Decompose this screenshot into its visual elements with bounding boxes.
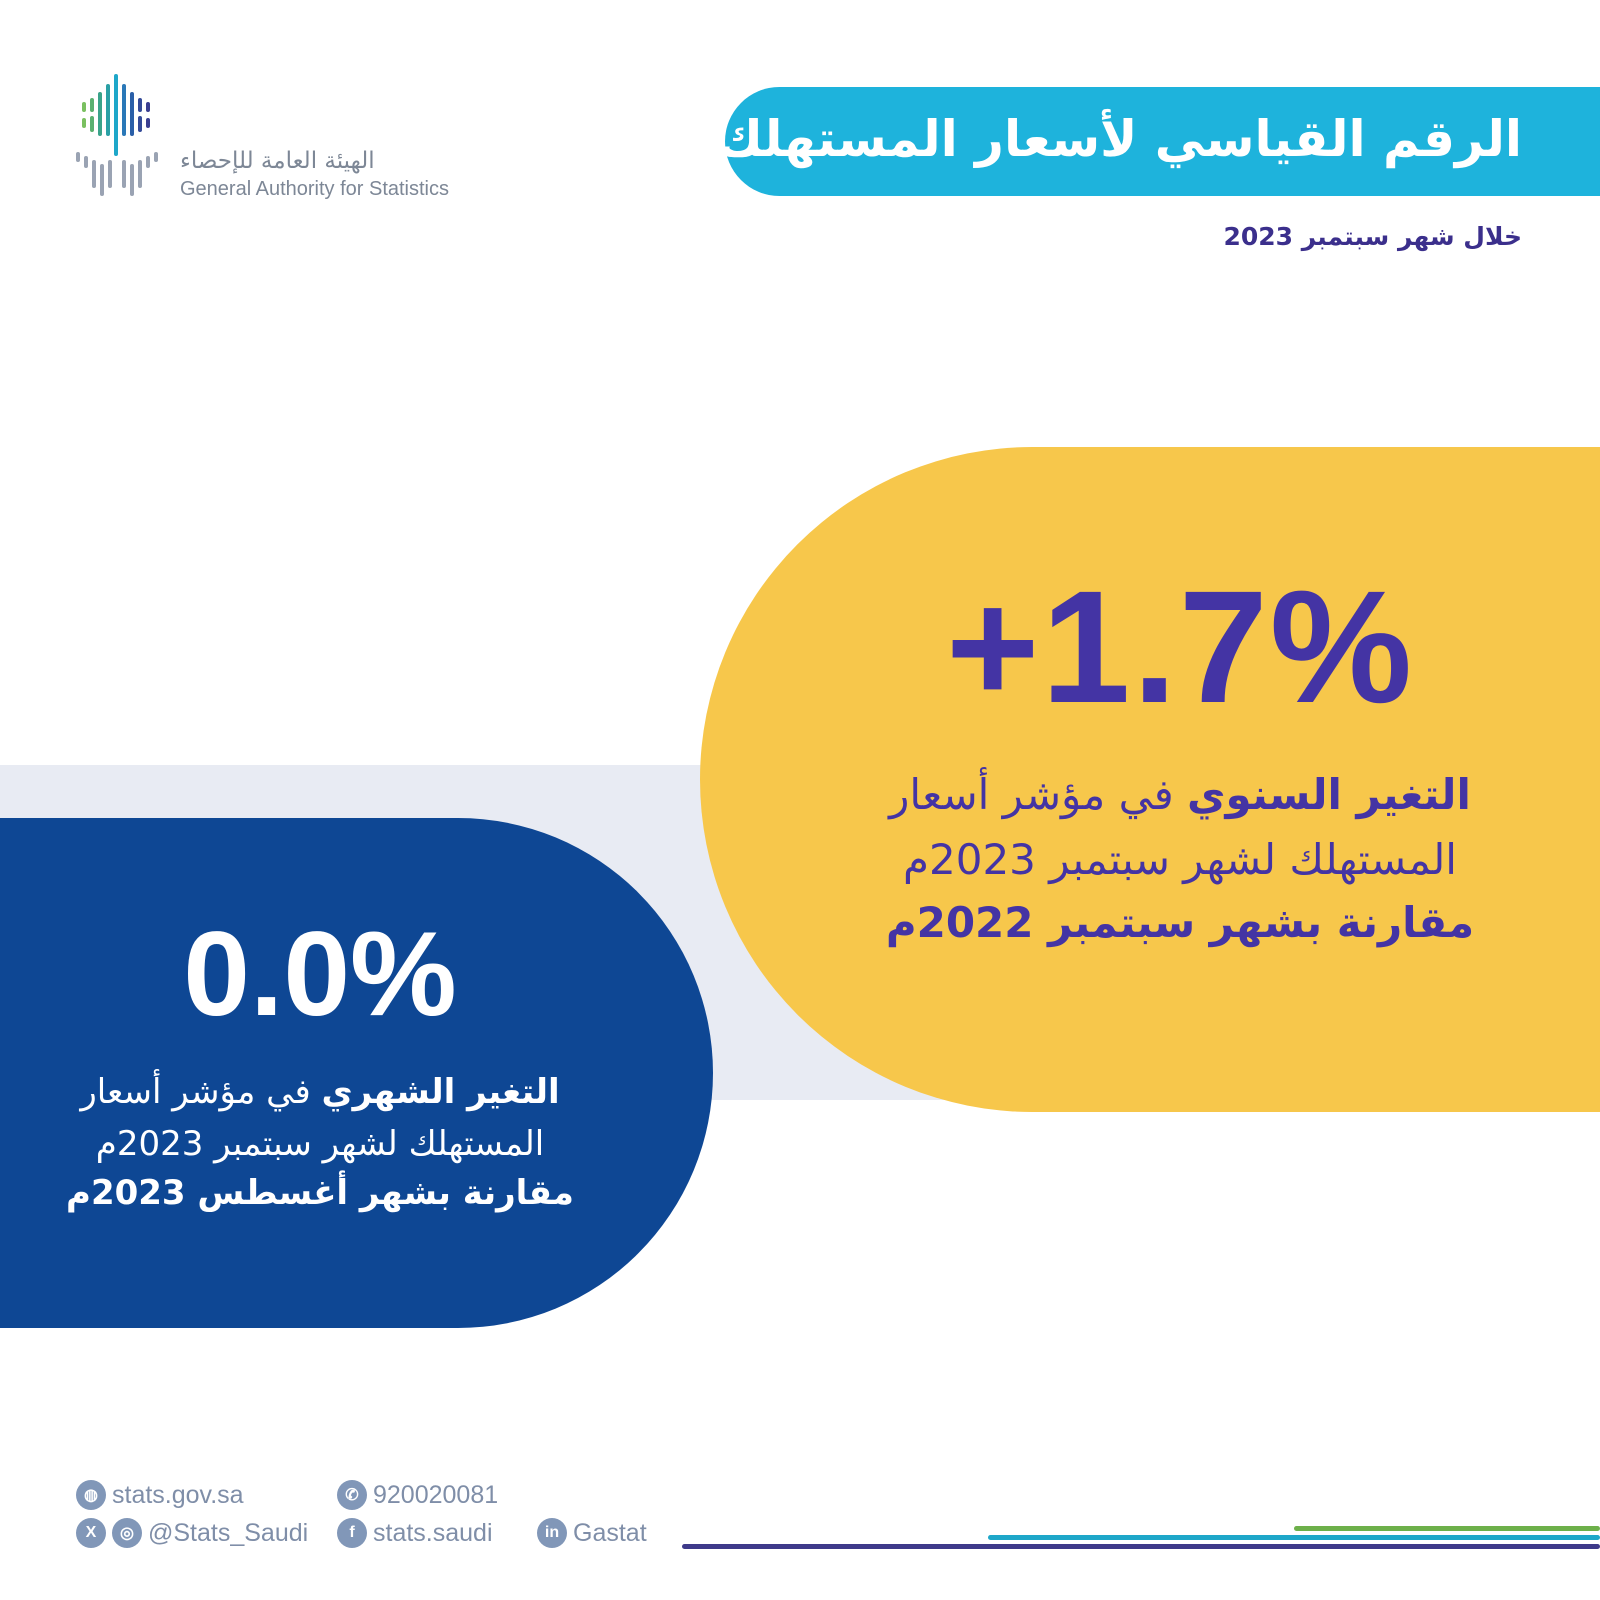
monthly-change-card	[0, 818, 713, 1328]
website-text: stats.gov.sa	[112, 1480, 244, 1509]
monthly-label-bold: التغير الشهري	[321, 1072, 560, 1112]
yearly-label-bold: التغير السنوي	[1187, 770, 1471, 819]
phone-icon: ✆	[337, 1480, 367, 1510]
monthly-change-value: 0.0%	[183, 907, 457, 1041]
page-subtitle: خلال شهر سبتمبر 2023	[1223, 222, 1522, 251]
yearly-change-card	[700, 447, 1600, 1112]
yearly-label-line3: مقارنة بشهر سبتمبر 2022م	[885, 898, 1475, 947]
phone-link[interactable]: ✆ 920020081	[337, 1480, 498, 1510]
monthly-label-line2: المستهلك لشهر سبتمبر 2023م	[95, 1124, 545, 1164]
phone-text: 920020081	[373, 1480, 499, 1509]
decor-line-purple	[682, 1544, 1600, 1549]
social-handle-text: @Stats_Saudi	[148, 1518, 309, 1547]
linkedin-text: Gastat	[573, 1518, 647, 1547]
linkedin-icon: in	[537, 1518, 567, 1548]
facebook-link[interactable]: f stats.saudi	[337, 1518, 493, 1548]
gastat-logo-icon	[76, 74, 158, 196]
social-handle-link[interactable]: X ◎ @Stats_Saudi	[76, 1518, 308, 1548]
facebook-text: stats.saudi	[373, 1518, 493, 1547]
org-name-arabic: الهيئة العامة للإحصاء	[180, 148, 375, 174]
yearly-label-line2: المستهلك لشهر سبتمبر 2023م	[903, 835, 1457, 884]
instagram-icon: ◎	[112, 1518, 142, 1548]
linkedin-link[interactable]: in Gastat	[537, 1518, 647, 1548]
yearly-change-value: +1.7%	[945, 557, 1415, 736]
yearly-label-line1: التغير السنوي في مؤشر أسعار	[830, 770, 1530, 819]
decor-line-cyan	[988, 1535, 1600, 1540]
monthly-label-rest: في مؤشر أسعار	[80, 1072, 322, 1112]
page-title: الرقم القياسي لأسعار المستهلك	[717, 110, 1522, 168]
title-banner	[725, 87, 1600, 196]
x-icon: X	[76, 1518, 106, 1548]
monthly-label-line1: التغير الشهري في مؤشر أسعار	[60, 1072, 580, 1112]
monthly-label-line3: مقارنة بشهر أغسطس 2023م	[66, 1173, 574, 1213]
yearly-label-rest: في مؤشر أسعار	[889, 770, 1188, 819]
facebook-icon: f	[337, 1518, 367, 1548]
decor-line-green	[1294, 1526, 1600, 1531]
org-name-english: General Authority for Statistics	[180, 178, 450, 200]
globe-icon: ◍	[76, 1480, 106, 1510]
website-link[interactable]: ◍ stats.gov.sa	[76, 1480, 244, 1510]
